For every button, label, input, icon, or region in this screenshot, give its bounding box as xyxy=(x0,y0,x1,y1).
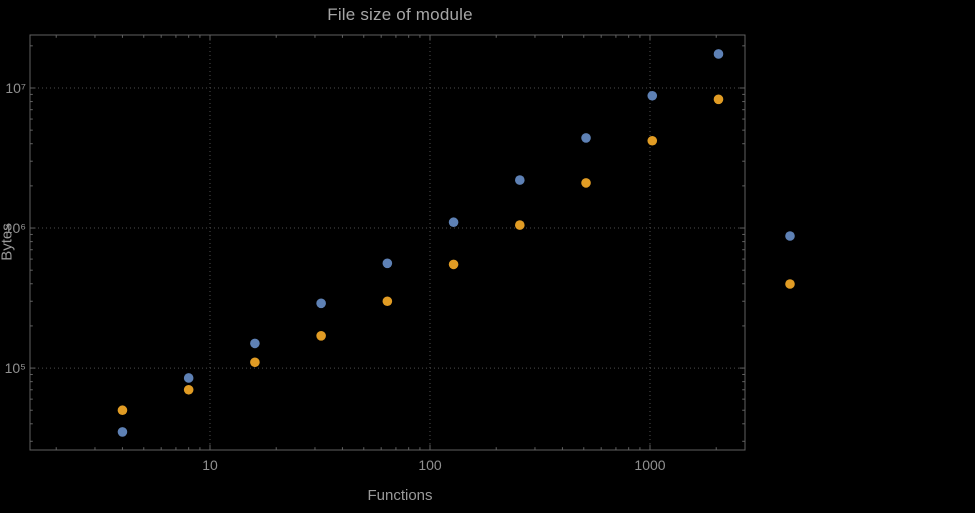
data-point-series-2 xyxy=(647,135,658,146)
y-tick-label: 10⁵ xyxy=(5,360,26,376)
x-tick-label: 100 xyxy=(418,457,442,473)
data-point-series-2 xyxy=(250,357,260,368)
data-point-series-2 xyxy=(581,178,591,188)
data-point-series-1 xyxy=(183,373,194,383)
data-point-series-2 xyxy=(382,296,393,307)
y-tick-label: 10⁶ xyxy=(5,220,26,236)
data-point-series-2 xyxy=(448,259,459,270)
x-tick-label: 10 xyxy=(202,457,218,473)
chart-title: File size of module xyxy=(327,5,473,24)
data-point-series-2 xyxy=(316,331,326,341)
data-point-series-2 xyxy=(117,405,128,416)
data-point-series-1 xyxy=(713,49,724,59)
plot-frame xyxy=(29,34,746,451)
data-point-series-2 xyxy=(183,384,194,395)
data-point-series-1 xyxy=(382,258,393,269)
y-tick-label: 10⁷ xyxy=(5,80,26,96)
legend-marker-1-icon xyxy=(785,231,795,241)
x-axis-label: Functions xyxy=(367,487,433,504)
data-point-series-1 xyxy=(448,217,459,228)
legend-marker-2-icon xyxy=(785,279,795,289)
data-point-series-2 xyxy=(713,94,724,105)
data-point-series-1 xyxy=(581,133,591,143)
data-point-series-1 xyxy=(647,90,658,101)
data-point-series-1 xyxy=(515,175,525,185)
data-point-series-2 xyxy=(515,220,525,230)
data-point-series-1 xyxy=(117,427,128,437)
data-point-series-1 xyxy=(250,338,260,349)
data-point-series-1 xyxy=(316,298,326,309)
x-tick-label: 1000 xyxy=(634,457,665,473)
